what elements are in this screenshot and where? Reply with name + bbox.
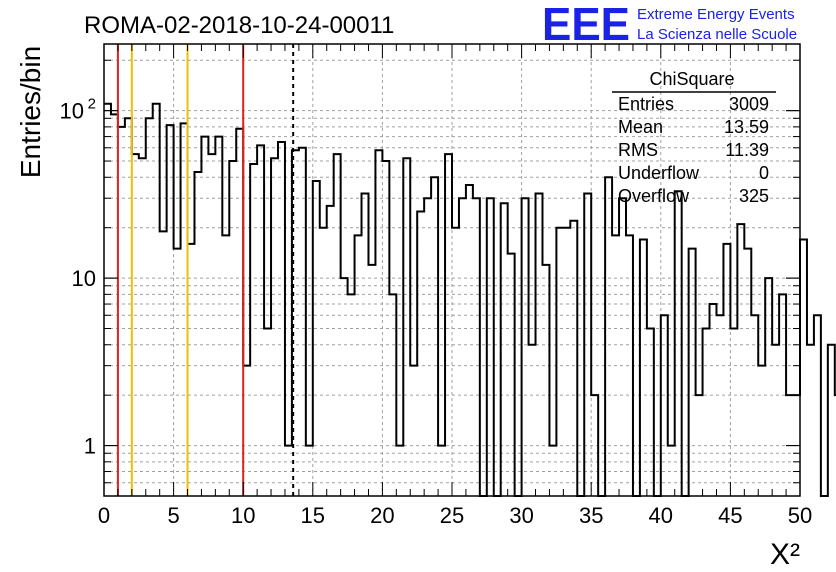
- x-tick-label: 40: [649, 503, 673, 528]
- stats-label-entries: Entries: [618, 94, 674, 114]
- stats-value-entries: 3009: [729, 94, 769, 114]
- x-tick-label: 25: [440, 503, 464, 528]
- y-tick-label: 10: [72, 266, 96, 291]
- stats-label-rms: RMS: [618, 140, 658, 160]
- x-tick-label: 0: [98, 503, 110, 528]
- stats-label-underflow: Underflow: [618, 163, 700, 183]
- histogram-outline: [104, 102, 836, 497]
- reference-lines: [116, 44, 295, 496]
- x-tick-label: 30: [509, 503, 533, 528]
- x-tick-label: 20: [370, 503, 394, 528]
- y-tick-label-exponent: 2: [88, 96, 96, 113]
- y-tick-label: 10: [60, 99, 84, 124]
- x-tick-label: 15: [301, 503, 325, 528]
- eee-logo: EEE Extreme Energy Events La Scienza nel…: [542, 0, 797, 50]
- x-axis-label: X²: [770, 538, 800, 571]
- x-tick-label: 45: [718, 503, 742, 528]
- y-tick-label: 1: [84, 434, 96, 459]
- stats-value-overflow: 325: [739, 186, 769, 206]
- stats-label-mean: Mean: [618, 117, 663, 137]
- stats-value-underflow: 0: [759, 163, 769, 183]
- x-tick-label: 5: [167, 503, 179, 528]
- stats-value-mean: 13.59: [724, 117, 769, 137]
- logo-line1: Extreme Energy Events: [637, 6, 795, 23]
- stats-value-rms: 11.39: [725, 140, 769, 160]
- stats-title: ChiSquare: [649, 69, 734, 89]
- x-tick-label: 10: [231, 503, 255, 528]
- logo-mark: EEE: [542, 0, 630, 50]
- histogram: [104, 102, 836, 497]
- chart-title: ROMA-02-2018-10-24-00011: [84, 12, 394, 39]
- x-tick-label: 50: [788, 503, 812, 528]
- stats-label-overflow: Overflow: [618, 186, 690, 206]
- stats-box: ChiSquare Entries 3009 Mean 13.59 RMS 11.39 Und…: [612, 69, 776, 206]
- logo-line2: La Scienza nelle Scuole: [637, 26, 797, 43]
- y-axis-label: Entries/bin: [15, 46, 46, 178]
- x-tick-label: 35: [579, 503, 603, 528]
